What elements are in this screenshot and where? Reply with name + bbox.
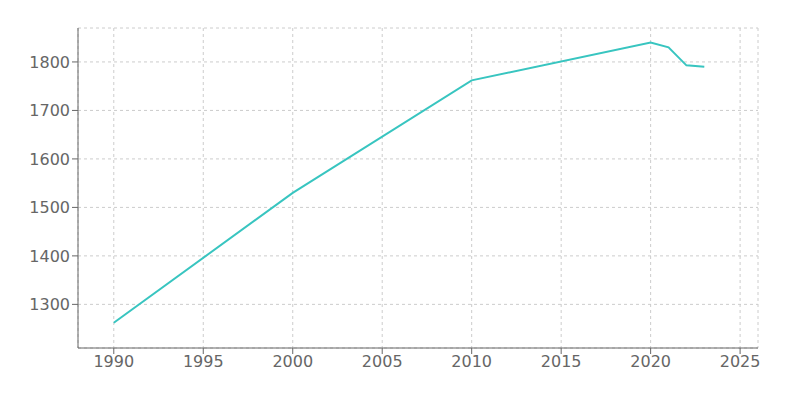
svg-text:1800: 1800 [29, 53, 70, 72]
svg-text:1400: 1400 [29, 247, 70, 266]
svg-text:2015: 2015 [541, 352, 582, 371]
svg-text:1700: 1700 [29, 101, 70, 120]
svg-text:2025: 2025 [720, 352, 761, 371]
svg-text:1990: 1990 [93, 352, 134, 371]
svg-text:1995: 1995 [183, 352, 224, 371]
svg-text:2005: 2005 [362, 352, 403, 371]
svg-text:1300: 1300 [29, 295, 70, 314]
svg-text:2000: 2000 [272, 352, 313, 371]
svg-text:2020: 2020 [630, 352, 671, 371]
svg-text:1500: 1500 [29, 198, 70, 217]
svg-text:1600: 1600 [29, 150, 70, 169]
svg-text:2010: 2010 [451, 352, 492, 371]
